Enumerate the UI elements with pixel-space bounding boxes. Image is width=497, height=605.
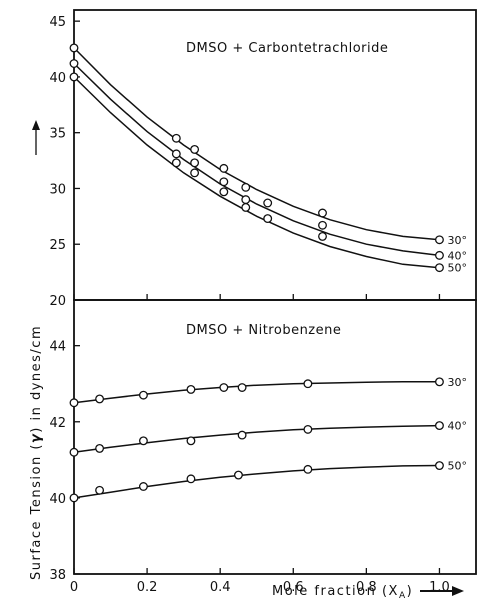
top-data-point [219, 177, 229, 187]
top-data-point [219, 163, 229, 173]
top-y-tick-label: 20 [49, 294, 66, 309]
top-series-line-0 [73, 47, 440, 241]
bottom-series-label: 30° [447, 376, 467, 389]
top-y-tick-label: 40 [49, 71, 66, 86]
top-data-point [435, 250, 444, 260]
bottom-series-label: 40° [447, 420, 467, 433]
bottom-data-point [186, 436, 196, 446]
bottom-plot-frame [73, 299, 477, 575]
bottom-data-point [138, 482, 148, 491]
x-tick-label: 0.6 [283, 580, 304, 595]
y-axis-title-symbol: γ [29, 433, 44, 443]
bottom-panel-title: DMSO + Nitrobenzene [186, 323, 341, 338]
top-data-point [263, 198, 273, 208]
top-data-point [318, 208, 327, 218]
top-data-point [69, 72, 79, 82]
top-data-point [241, 202, 251, 212]
bottom-y-tick-label: 42 [49, 416, 66, 431]
top-data-point [318, 231, 327, 241]
x-tick-label: 1.0 [429, 580, 450, 595]
bottom-data-point [303, 424, 313, 434]
bottom-data-point [138, 436, 148, 446]
bottom-data-point [303, 379, 313, 389]
x-axis-title: Mole fraction (XA) [272, 584, 464, 601]
bottom-y-tick-label: 40 [49, 492, 66, 507]
top-y-tick-label: 25 [49, 238, 66, 253]
top-data-point [435, 235, 444, 245]
top-data-point [241, 182, 251, 192]
x-axis-title-part1: Mole fraction (X [272, 584, 399, 599]
bottom-data-point [435, 377, 444, 387]
bottom-data-point [95, 443, 105, 453]
top-series-line-2 [73, 76, 440, 269]
top-data-point [219, 187, 229, 197]
svg-text:Mole fraction (XA): Mole fraction (XA) [272, 584, 413, 601]
bottom-panel: 38 40 42 44 0 0.2 0.4 0.6 0.8 1.0 30° 40° 50° [49, 299, 477, 595]
bottom-series-label: 50° [447, 460, 467, 473]
top-data-point [171, 133, 181, 143]
top-data-point [190, 158, 200, 168]
top-series-label: 50° [447, 262, 467, 275]
top-data-point [69, 59, 79, 68]
top-y-tick-label: 35 [49, 127, 66, 142]
top-data-point [263, 214, 273, 224]
bottom-data-point [69, 493, 79, 503]
top-panel-title: DMSO + Carbontetrachloride [186, 41, 388, 56]
bottom-data-point [95, 394, 105, 404]
x-tick-label: 0.4 [210, 580, 231, 595]
y-axis-title-part1: Surface Tension ( [29, 443, 44, 580]
bottom-data-point [186, 474, 196, 484]
bottom-data-point [237, 383, 247, 392]
top-data-point [318, 220, 327, 230]
svg-text:Surface Tension (γ) in dynes/c: Surface Tension (γ) in dynes/cm [29, 325, 44, 580]
top-data-point [190, 144, 200, 154]
y-axis-title-arrowhead [32, 120, 40, 130]
top-data-point [190, 168, 200, 178]
bottom-series-line-0 [73, 381, 440, 404]
x-tick-label: 0 [70, 580, 78, 595]
x-axis-title-subscript: A [399, 591, 407, 601]
bottom-data-point [234, 470, 243, 480]
x-axis-title-arrowhead [452, 586, 464, 596]
y-axis-title: Surface Tension (γ) in dynes/cm [29, 120, 44, 580]
bottom-y-tick-label: 44 [49, 340, 66, 355]
top-y-tick-label: 45 [49, 15, 66, 30]
x-tick-label: 0.8 [356, 580, 377, 595]
x-tick-label: 0.2 [137, 580, 158, 595]
y-axis-title-part2: ) in dynes/cm [29, 325, 44, 433]
bottom-data-point [69, 398, 79, 408]
bottom-data-point [219, 383, 229, 392]
bottom-y-tick-label: 38 [49, 568, 66, 583]
bottom-data-point [435, 461, 444, 470]
top-series-label: 30° [447, 234, 467, 247]
bottom-data-point [237, 430, 247, 440]
top-y-tick-label: 30 [49, 182, 66, 197]
top-data-point [171, 158, 181, 168]
bottom-series-line-1 [73, 424, 440, 453]
top-series-label: 40° [447, 249, 467, 262]
bottom-series-line-2 [73, 464, 440, 499]
top-data-point [171, 149, 181, 159]
bottom-data-point [138, 390, 148, 400]
bottom-data-point [95, 485, 105, 495]
bottom-data-point [69, 447, 79, 457]
top-data-point [69, 43, 79, 53]
bottom-data-point [303, 464, 313, 474]
top-data-point [241, 195, 251, 205]
bottom-data-point [186, 384, 196, 394]
top-data-point [435, 263, 444, 273]
bottom-data-point [435, 421, 444, 431]
top-series-line-1 [73, 62, 440, 257]
x-axis-title-part2: ) [407, 584, 414, 599]
